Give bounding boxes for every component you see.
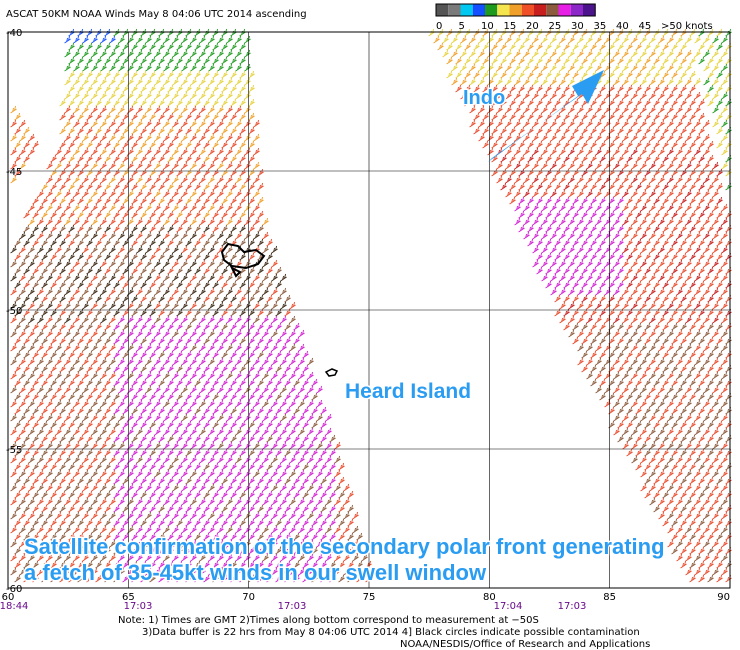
legend-frame [435, 3, 596, 17]
lon-label: 60 [2, 592, 15, 603]
legend-swatch [448, 4, 461, 16]
lon-label: 90 [717, 592, 730, 603]
legend-label: 0 [436, 21, 442, 32]
pass-time: 17:03 [124, 601, 153, 612]
lat-label: -60 [6, 584, 22, 595]
note-line: 3)Data buffer is 22 hrs from May 8 04:06… [142, 627, 640, 638]
lat-label: -40 [6, 28, 22, 39]
wind-barbs [64, 28, 732, 191]
legend-label: 10 [481, 21, 494, 32]
legend-swatch [472, 4, 485, 16]
legend-swatch [570, 4, 583, 16]
contamination-circles [220, 242, 266, 278]
lon-label: 85 [603, 592, 616, 603]
annotation-heard: Heard Island [345, 380, 471, 403]
lon-label: 75 [363, 592, 376, 603]
wind-barbs [10, 28, 692, 226]
title: ASCAT 50KM NOAA Winds May 8 04:06 UTC 20… [6, 9, 307, 20]
wind-barbs [10, 224, 287, 324]
lat-label: -55 [6, 445, 22, 456]
legend-label: 15 [504, 21, 517, 32]
legend-label: 45 [639, 21, 652, 32]
map-frame [7, 31, 731, 589]
wind-barbs [59, 28, 732, 177]
caption-line: a fetch of 35-45kt winds in our swell wi… [24, 560, 487, 585]
note-line: Note: 1) Times are GMT 2)Times along bot… [118, 615, 539, 626]
arrow [488, 70, 604, 162]
legend-label: 40 [616, 21, 629, 32]
legend-swatch [460, 4, 473, 16]
legend-label: 25 [549, 21, 562, 32]
lon-label: 70 [242, 592, 255, 603]
legend-swatch [485, 4, 498, 16]
heard-island-outline [324, 368, 339, 377]
legend: 0 5 10 15 20 25 30 35 40 45 >50 knots [435, 3, 713, 32]
legend-swatch [509, 4, 522, 16]
legend-label: 35 [594, 21, 607, 32]
pass-time: 17:03 [558, 601, 587, 612]
legend-swatch [546, 4, 559, 16]
legend-swatch [534, 4, 547, 16]
pass-time: 17:03 [278, 601, 307, 612]
swaths [10, 28, 732, 583]
legend-label: >50 knots [661, 21, 713, 32]
lon-label: 80 [483, 592, 496, 603]
legend-label: 20 [526, 21, 539, 32]
lat-label: -45 [6, 167, 22, 178]
legend-swatch [558, 4, 571, 16]
annotation-indo: Indo [463, 87, 505, 109]
lon-label: 65 [122, 592, 135, 603]
wind-barbs [113, 196, 624, 583]
legend-swatch [497, 4, 510, 16]
lat-label: -50 [6, 306, 22, 317]
wind-barbs [10, 224, 732, 583]
wind-barbs [64, 28, 116, 44]
legend-label: 30 [571, 21, 584, 32]
caption-line: Satellite confirmation of the secondary … [24, 534, 665, 559]
legend-swatch [521, 4, 534, 16]
note-line: NOAA/NESDIS/Office of Research and Appli… [400, 639, 650, 650]
legend-label: 5 [459, 21, 465, 32]
pass-time: 17:04 [494, 601, 523, 612]
wind-barbs [10, 84, 732, 583]
legend-swatch [436, 4, 449, 16]
pass-time: 18:44 [0, 601, 28, 612]
legend-swatch [583, 4, 596, 16]
